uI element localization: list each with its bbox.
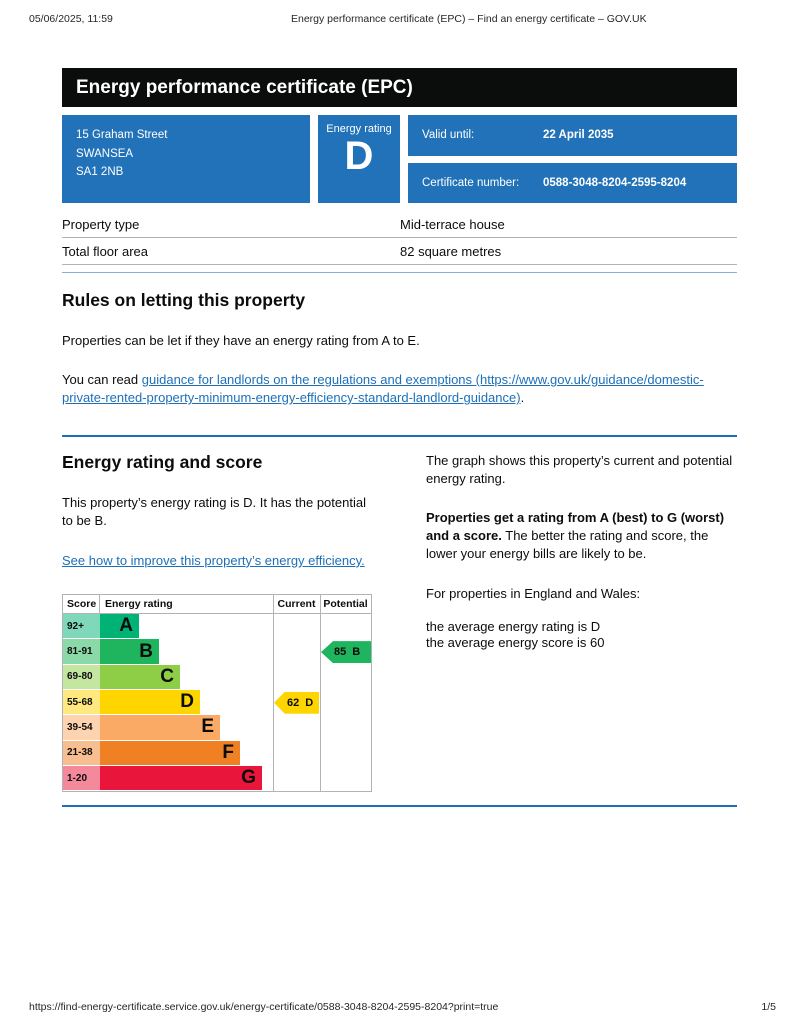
chart-header-score: Score [67,598,97,611]
rating-left-column: Energy rating and score This property’s … [62,452,375,793]
certificate-number-label: Certificate number: [422,176,520,189]
property-details-table: Property type Mid-terrace house Total fl… [62,211,737,265]
current-band: D [305,696,314,709]
valid-until-cell: Valid until: 22 April 2035 [408,115,737,156]
band-bar: A [100,614,139,639]
chart-gridline [273,595,274,792]
band-score-range: 21-38 [63,740,100,765]
chart-header-current: Current [277,598,316,611]
page-title: Energy performance certificate (EPC) [62,68,737,107]
certificate-page: Energy performance certificate (EPC) 15 … [62,68,737,808]
energy-rating-value: D [344,134,374,178]
address-line-2: SWANSEA [76,147,134,160]
rating-summary-paragraph: This property’s energy rating is D. It h… [62,494,366,528]
chart-header-row: Score Energy rating Current Potential [63,595,371,615]
rating-heading: Energy rating and score [62,451,263,472]
band-bar: G [100,765,262,791]
chart-gridline [99,595,100,615]
print-page-number: 1/5 [761,1001,776,1013]
band-bar: C [100,664,180,690]
certificate-summary: 15 Graham Street SWANSEA SA1 2NB Energy … [62,115,737,203]
rating-right-column: The graph shows this property’s current … [426,452,737,652]
band-score-range: 1-20 [63,765,100,791]
validity-box: Valid until: 22 April 2035 Certificate n… [408,115,737,203]
browser-print-footer: https://find-energy-certificate.service.… [29,1001,776,1015]
energy-rating-section: Energy rating and score This property’s … [62,452,737,793]
potential-score: 85 [334,646,347,659]
valid-until-value: 22 April 2035 [543,129,614,142]
band-score-range: 81-91 [63,639,100,664]
graph-description: The graph shows this property’s current … [426,452,733,486]
epc-band-row: 55-68 D [63,690,371,715]
landlord-guidance-link[interactable]: guidance for landlords on the regulation… [62,372,704,406]
epc-band-row: 81-91 B [63,639,371,664]
valid-until-label: Valid until: [422,129,475,142]
band-bar: B [100,639,159,664]
rating-explanation: Properties get a rating from A (best) to… [426,509,737,564]
average-score-line: the average energy score is 60 [426,634,605,650]
table-row: Property type Mid-terrace house [62,211,737,238]
band-score-range: 69-80 [63,664,100,690]
section-divider [62,434,737,437]
certificate-number-cell: Certificate number: 0588-3048-8204-2595-… [408,162,737,203]
average-rating-line: the average energy rating is D [426,618,601,634]
energy-rating-label: Energy rating [326,123,392,135]
epc-band-row: 21-38 F [63,740,371,766]
average-stats: the average energy rating is D the avera… [426,619,737,652]
property-type-value: Mid-terrace house [400,217,505,232]
section-divider [62,272,737,273]
chart-header-rating: Energy rating [105,598,173,611]
epc-band-row: 69-80 C [63,664,371,690]
epc-band-row: 1-20 G [63,765,371,791]
chart-header-potential: Potential [323,598,368,611]
current-score: 62 [287,696,300,709]
address-line-1: 15 Graham Street [76,129,168,141]
potential-band: B [352,646,361,659]
epc-chart-rows: 92+ A 81-91 B 69-80 C 55-68 D 39-54 E 21-38 F 1-20 G [63,614,371,791]
letting-heading: Rules on letting this property [62,290,306,310]
epc-band-row: 39-54 E [63,715,371,740]
section-divider [62,805,737,808]
improve-efficiency-link[interactable]: See how to improve this property’s energ… [62,552,365,568]
print-page-title: Energy performance certificate (EPC) – F… [291,13,647,25]
band-score-range: 39-54 [63,715,100,740]
current-rating-marker: 62 D [274,691,319,714]
property-type-label: Property type [62,217,140,232]
band-score-range: 92+ [63,614,100,639]
browser-print-header: 05/06/2025, 11:59 Energy performance cer… [29,13,775,27]
england-wales-intro: For properties in England and Wales: [426,585,641,601]
certificate-number-value: 0588-3048-8204-2595-8204 [543,176,687,189]
letting-paragraph: Properties can be let if they have an en… [62,333,420,348]
band-bar: F [100,740,240,765]
floor-area-label: Total floor area [62,244,148,259]
address-line-3: SA1 2NB [76,166,124,179]
band-bar: D [100,690,200,715]
chart-gridline [320,595,321,792]
guidance-text-prefix: You can read [62,372,142,388]
rating-explanation-rest: The better the rating and score, the low… [426,528,709,562]
potential-rating-marker: 85 B [321,641,371,664]
rating-explanation-bold: Properties get a rating from A (best) to… [426,509,725,544]
energy-rating-box: Energy rating D [318,115,400,203]
band-score-range: 55-68 [63,690,100,715]
letting-guidance-paragraph: You can read guidance for landlords on t… [62,371,737,407]
guidance-text-suffix: . [520,390,525,406]
floor-area-value: 82 square metres [400,244,502,259]
property-address: 15 Graham Street SWANSEA SA1 2NB [62,115,310,203]
epc-band-row: 92+ A [63,614,371,639]
print-url: https://find-energy-certificate.service.… [29,1001,499,1013]
band-bar: E [100,715,220,740]
epc-rating-chart: Score Energy rating Current Potential 92… [62,594,372,793]
print-datetime: 05/06/2025, 11:59 [29,13,113,25]
table-row: Total floor area 82 square metres [62,238,737,265]
